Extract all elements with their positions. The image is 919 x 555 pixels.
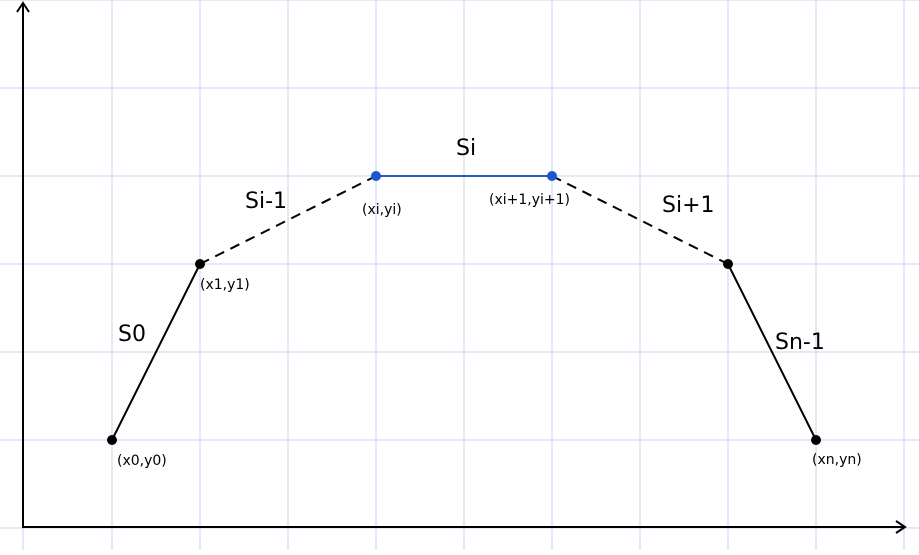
axes: [16, 1, 907, 534]
point-label-pi: (xi,yi): [362, 202, 402, 218]
segment-label-si: Si: [456, 136, 476, 161]
segment-label-si+1: Si+1: [662, 193, 715, 218]
point-label-p1: (x1,y1): [200, 277, 250, 293]
point-pn: [811, 435, 821, 445]
segment-label-s0: S0: [118, 322, 146, 347]
points: [107, 171, 821, 445]
segments: [111, 175, 817, 441]
segment-sn-1: [727, 263, 817, 441]
labels: S0 Si-1 Si Si+1 Sn-1 (x0,y0) (x1,y1) (xi…: [117, 136, 862, 469]
point-label-pn: (xn,yn): [812, 452, 862, 468]
point-p0: [107, 435, 117, 445]
y-axis-arrow: [16, 1, 30, 13]
segment-s0: [111, 263, 201, 441]
point-p1: [195, 259, 205, 269]
point-pi1: [547, 171, 557, 181]
segment-label-si-1: Si-1: [245, 189, 287, 214]
point-pn1: [723, 259, 733, 269]
point-label-pi1: (xi+1,yi+1): [489, 192, 570, 208]
point-pi: [371, 171, 381, 181]
point-label-p0: (x0,y0): [117, 453, 167, 469]
x-axis-arrow: [895, 520, 907, 534]
segment-label-sn-1: Sn-1: [775, 330, 825, 355]
